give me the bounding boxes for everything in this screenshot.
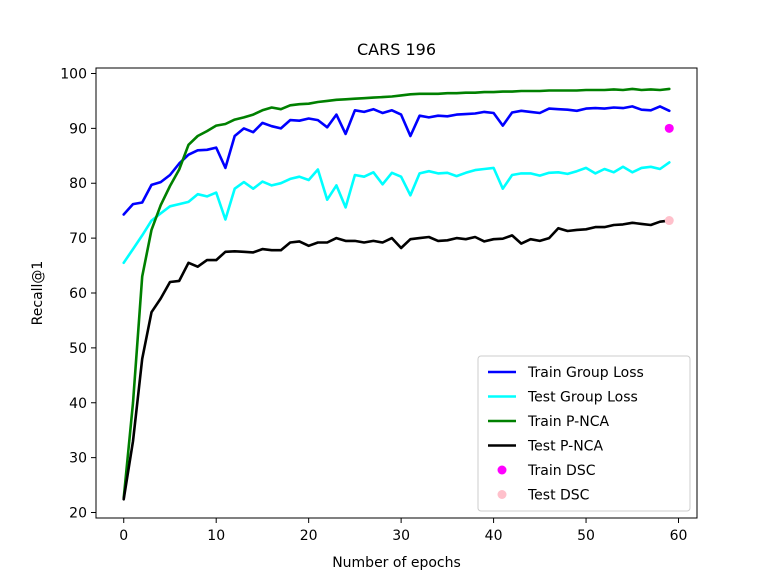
x-tick-label: 10 [207, 528, 225, 544]
legend-label: Test Group Loss [527, 390, 638, 406]
y-tick-label: 90 [69, 121, 87, 137]
y-tick-label: 30 [69, 451, 87, 467]
y-tick-label: 100 [60, 66, 87, 82]
x-tick-label: 0 [119, 528, 128, 544]
x-tick-label: 20 [300, 528, 318, 544]
x-axis: 0 10 20 30 40 50 60 [119, 518, 687, 544]
x-tick-label: 50 [577, 528, 595, 544]
chart-title: CARS 196 [357, 40, 436, 59]
series-line-test-group-loss [122, 161, 671, 265]
x-axis-title: Number of epochs [332, 555, 461, 571]
y-tick-label: 80 [69, 176, 87, 192]
x-tick-label: 60 [670, 528, 688, 544]
legend-label: Train P-NCA [527, 414, 609, 430]
legend-label: Train Group Loss [527, 365, 644, 381]
series-point-train-dsc [664, 123, 674, 133]
plot-series [122, 87, 674, 501]
y-axis: 20 30 40 50 60 70 80 90 100 [60, 66, 96, 522]
x-tick-label: 30 [392, 528, 410, 544]
legend-swatch [497, 465, 507, 475]
legend-label: Test P-NCA [527, 439, 603, 455]
y-tick-label: 20 [69, 506, 87, 522]
y-tick-label: 50 [69, 341, 87, 357]
series-point-test-dsc [664, 216, 674, 226]
series-line-test-p-nca [122, 219, 671, 501]
series-line-train-p-nca [122, 87, 671, 500]
y-axis-title: Recall@1 [30, 261, 46, 326]
y-tick-label: 60 [69, 286, 87, 302]
legend: Train Group Loss Test Group Loss Train P-N… [477, 355, 691, 512]
y-tick-label: 70 [69, 231, 87, 247]
legend-swatch [497, 490, 507, 499]
y-tick-label: 40 [69, 396, 87, 412]
x-tick-label: 40 [485, 528, 503, 544]
legend-label: Train DSC [527, 463, 596, 479]
series-line-train-group-loss [122, 105, 671, 216]
legend-label: Test DSC [527, 488, 590, 504]
legend-box [477, 355, 691, 512]
